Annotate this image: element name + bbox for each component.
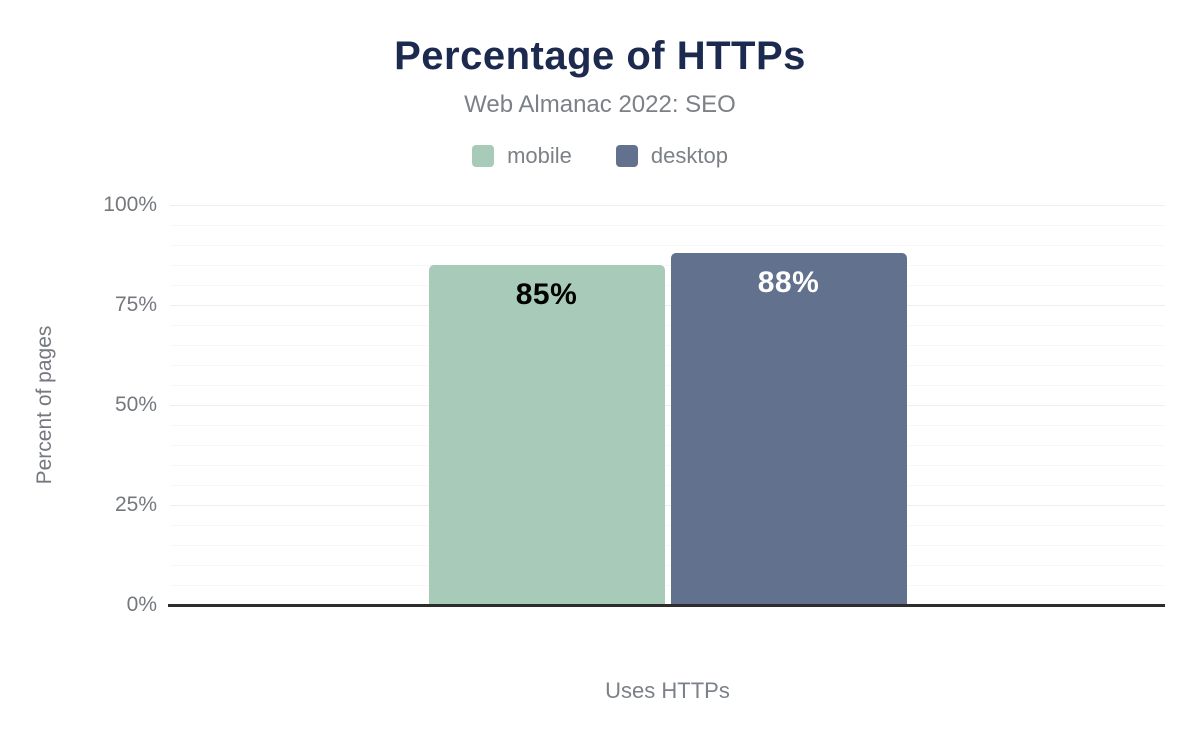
y-tick-label: 75% (114, 293, 157, 316)
gridline-major (170, 504, 1165, 506)
gridline-minor (170, 264, 1165, 266)
gridline-minor (170, 584, 1165, 586)
gridline-minor (170, 444, 1165, 446)
gridline-minor (170, 224, 1165, 226)
gridline-minor (170, 344, 1165, 346)
chart-title: Percentage of HTTPs (394, 34, 806, 78)
y-tick-label: 100% (103, 193, 157, 216)
y-tick-label: 0% (126, 593, 157, 616)
y-tick-label: 50% (114, 393, 157, 416)
bar-value-label-desktop: 88% (757, 266, 820, 299)
gridline-minor (170, 384, 1165, 386)
y-axis-title: Percent of pages (33, 325, 56, 485)
gridline-minor (170, 424, 1165, 426)
gridline-minor (170, 464, 1165, 466)
legend-swatch-mobile (472, 145, 495, 167)
bar-value-label-mobile: 85% (515, 278, 578, 311)
gridline-minor (170, 524, 1165, 526)
chart-legend: mobile desktop (0, 143, 1200, 169)
legend-label-desktop: desktop (650, 143, 728, 168)
chart-subtitle: Web Almanac 2022: SEO (464, 91, 736, 118)
gridline-minor (170, 544, 1165, 546)
y-tick-label: 25% (114, 493, 157, 516)
x-axis-line (168, 603, 1165, 607)
gridline-minor (170, 564, 1165, 566)
gridline-minor (170, 284, 1165, 286)
gridline-major (170, 304, 1165, 306)
gridline-minor (170, 324, 1165, 326)
bar-desktop: 88% (670, 253, 907, 605)
gridline-major (170, 404, 1165, 406)
bar-mobile: 85% (428, 265, 665, 605)
legend-item-mobile: mobile (472, 143, 572, 169)
legend-item-desktop: desktop (615, 143, 728, 169)
x-axis-title: Uses HTTPs (605, 678, 730, 703)
gridline-minor (170, 484, 1165, 486)
gridline-minor (170, 364, 1165, 366)
gridline-major (170, 204, 1165, 206)
legend-swatch-desktop (615, 145, 638, 167)
legend-label-mobile: mobile (507, 143, 572, 168)
gridline-minor (170, 244, 1165, 246)
